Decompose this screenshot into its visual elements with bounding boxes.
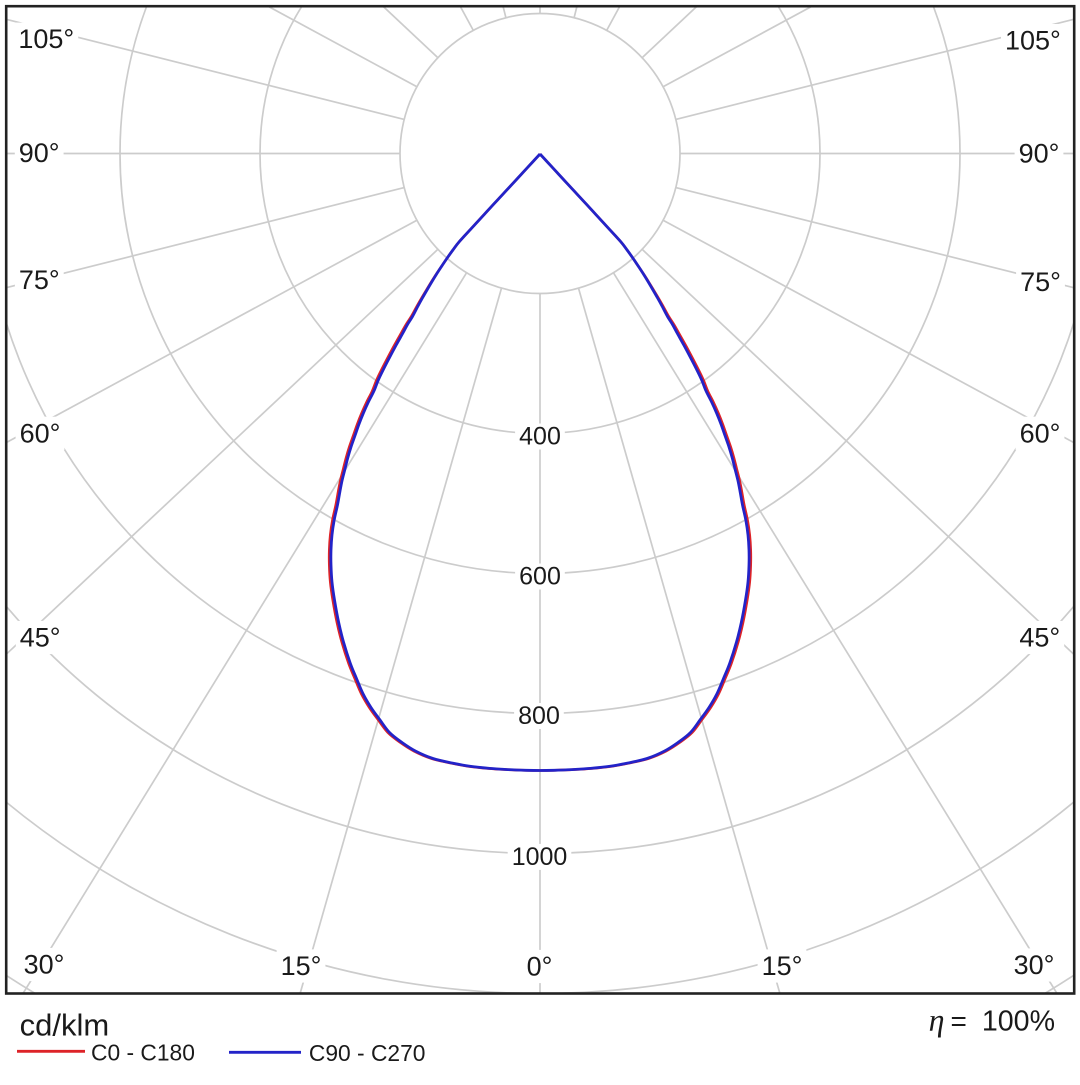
svg-text:90°: 90° xyxy=(19,138,60,168)
svg-text:η=100%: η = 100% xyxy=(929,1002,1055,1038)
svg-text:60°: 60° xyxy=(20,418,61,448)
svg-text:45°: 45° xyxy=(20,623,61,653)
svg-text:75°: 75° xyxy=(1020,267,1061,297)
svg-text:30°: 30° xyxy=(24,950,65,980)
svg-text:15°: 15° xyxy=(762,951,803,981)
svg-text:75°: 75° xyxy=(19,265,60,295)
svg-text:1000: 1000 xyxy=(512,843,568,871)
svg-text:600: 600 xyxy=(519,563,561,591)
svg-text:C90 - C270: C90 - C270 xyxy=(309,1040,426,1066)
svg-text:105°: 105° xyxy=(18,24,74,54)
svg-text:105°: 105° xyxy=(1005,26,1061,56)
svg-text:0°: 0° xyxy=(527,952,553,982)
svg-text:15°: 15° xyxy=(281,951,322,981)
svg-text:cd/klm: cd/klm xyxy=(20,1008,110,1043)
svg-text:800: 800 xyxy=(518,702,560,730)
svg-text:45°: 45° xyxy=(1019,623,1060,653)
svg-text:400: 400 xyxy=(519,423,561,451)
svg-text:60°: 60° xyxy=(1020,418,1061,448)
svg-text:30°: 30° xyxy=(1014,950,1055,980)
svg-text:90°: 90° xyxy=(1019,139,1060,169)
svg-text:C0 - C180: C0 - C180 xyxy=(91,1040,195,1066)
